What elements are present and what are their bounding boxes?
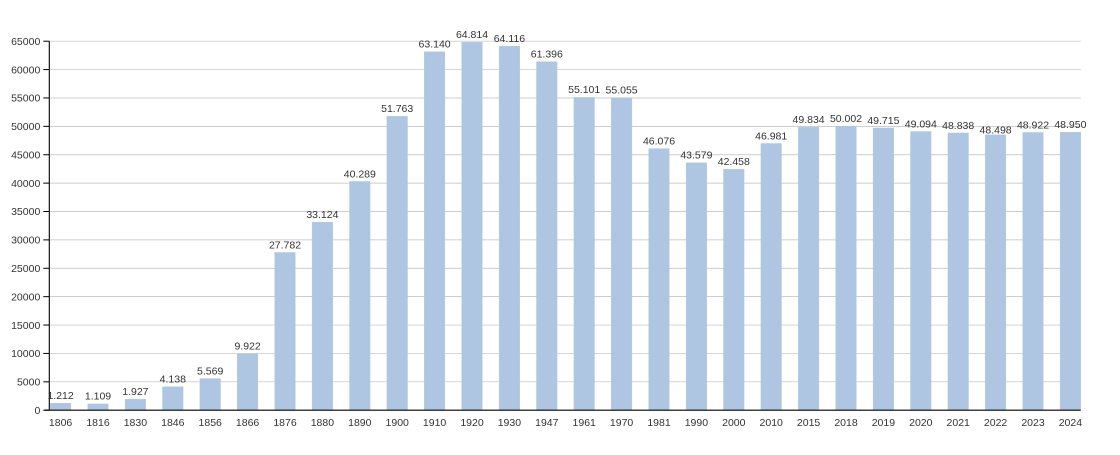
- svg-text:1920: 1920: [460, 417, 484, 429]
- svg-text:1961: 1961: [573, 417, 597, 429]
- svg-text:60000: 60000: [11, 64, 40, 76]
- svg-text:1910: 1910: [423, 417, 447, 429]
- svg-text:2019: 2019: [872, 417, 896, 429]
- svg-text:1947: 1947: [535, 417, 559, 429]
- svg-text:1816: 1816: [86, 417, 110, 429]
- svg-text:1856: 1856: [199, 417, 223, 429]
- svg-text:55.101: 55.101: [568, 84, 600, 96]
- svg-text:2020: 2020: [909, 417, 933, 429]
- svg-text:48.838: 48.838: [942, 120, 974, 132]
- svg-text:48.498: 48.498: [980, 124, 1012, 136]
- svg-text:4.138: 4.138: [160, 374, 186, 386]
- svg-text:1930: 1930: [498, 417, 522, 429]
- svg-text:5000: 5000: [17, 377, 41, 389]
- svg-text:40000: 40000: [11, 178, 40, 190]
- svg-text:35000: 35000: [11, 206, 40, 218]
- svg-text:33.124: 33.124: [306, 209, 338, 221]
- svg-text:10000: 10000: [11, 348, 40, 360]
- svg-text:2010: 2010: [760, 417, 784, 429]
- svg-text:64.116: 64.116: [494, 33, 525, 45]
- svg-text:25000: 25000: [11, 263, 40, 275]
- svg-text:43.579: 43.579: [680, 150, 712, 162]
- svg-text:46.981: 46.981: [755, 130, 787, 142]
- svg-text:2018: 2018: [834, 417, 858, 429]
- svg-text:1866: 1866: [236, 417, 260, 429]
- svg-text:1990: 1990: [685, 417, 709, 429]
- svg-text:27.782: 27.782: [269, 239, 301, 251]
- svg-text:46.076: 46.076: [643, 135, 675, 147]
- svg-text:2023: 2023: [1021, 417, 1045, 429]
- svg-text:2000: 2000: [722, 417, 746, 429]
- svg-text:49.094: 49.094: [905, 118, 937, 130]
- svg-text:55.055: 55.055: [606, 84, 638, 96]
- svg-text:2015: 2015: [797, 417, 821, 429]
- svg-text:64.814: 64.814: [456, 29, 488, 41]
- svg-text:0: 0: [34, 405, 40, 417]
- svg-text:50000: 50000: [11, 121, 40, 133]
- svg-text:1981: 1981: [647, 417, 671, 429]
- svg-text:1970: 1970: [610, 417, 634, 429]
- svg-text:1900: 1900: [386, 417, 410, 429]
- svg-text:50.002: 50.002: [830, 113, 862, 125]
- svg-text:15000: 15000: [11, 320, 40, 332]
- svg-text:40.289: 40.289: [344, 168, 376, 180]
- svg-text:20000: 20000: [11, 291, 40, 303]
- svg-text:9.922: 9.922: [234, 341, 260, 353]
- svg-text:49.715: 49.715: [867, 115, 899, 127]
- svg-text:1876: 1876: [273, 417, 297, 429]
- svg-text:1.109: 1.109: [85, 391, 111, 403]
- svg-text:1890: 1890: [348, 417, 372, 429]
- svg-text:1.927: 1.927: [122, 386, 148, 398]
- svg-text:48.950: 48.950: [1054, 119, 1086, 131]
- svg-text:63.140: 63.140: [419, 39, 451, 51]
- svg-text:65000: 65000: [11, 36, 40, 48]
- svg-text:55000: 55000: [11, 93, 40, 105]
- svg-text:2021: 2021: [947, 417, 971, 429]
- svg-text:2022: 2022: [984, 417, 1008, 429]
- svg-text:1880: 1880: [311, 417, 335, 429]
- svg-text:30000: 30000: [11, 235, 40, 247]
- svg-text:48.922: 48.922: [1017, 119, 1049, 131]
- svg-text:1830: 1830: [124, 417, 148, 429]
- svg-text:42.458: 42.458: [718, 156, 750, 168]
- svg-text:61.396: 61.396: [531, 48, 563, 60]
- svg-text:5.569: 5.569: [197, 365, 223, 377]
- svg-text:49.834: 49.834: [793, 114, 825, 126]
- svg-text:1846: 1846: [161, 417, 185, 429]
- svg-text:2024: 2024: [1059, 417, 1083, 429]
- svg-text:1.212: 1.212: [47, 390, 73, 402]
- svg-text:51.763: 51.763: [381, 103, 413, 115]
- svg-text:1806: 1806: [49, 417, 73, 429]
- svg-text:45000: 45000: [11, 149, 40, 161]
